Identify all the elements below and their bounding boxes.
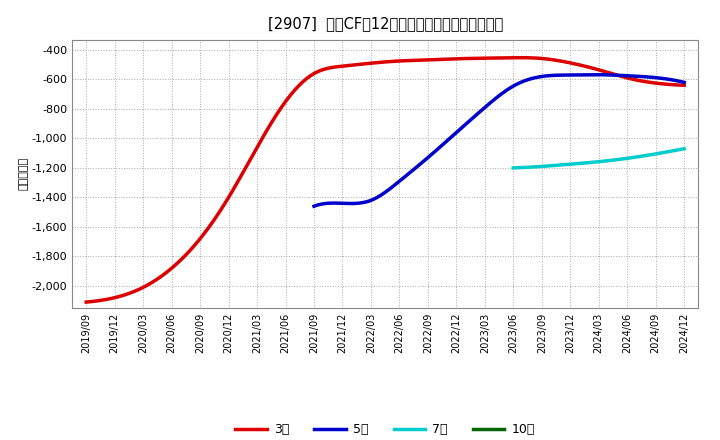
Y-axis label: （百万円）: （百万円） [19, 157, 29, 191]
Title: [2907]  投賄CFだ12か月移動合計の平均値の推移: [2907] 投賄CFだ12か月移動合計の平均値の推移 [268, 16, 503, 32]
Legend: 3年, 5年, 7年, 10年: 3年, 5年, 7年, 10年 [230, 418, 540, 440]
